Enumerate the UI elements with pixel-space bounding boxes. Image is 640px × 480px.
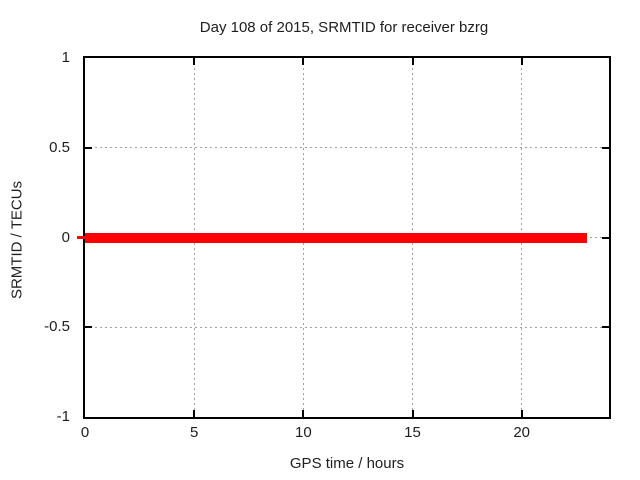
y-tick-mark-right xyxy=(602,326,609,329)
series-edge-dash xyxy=(77,236,85,239)
x-tick-mark-top xyxy=(411,58,414,65)
y-gridline xyxy=(85,147,609,149)
y-tick-mark-right xyxy=(602,146,609,149)
x-tick-label: 10 xyxy=(294,424,312,441)
x-tick-label: 15 xyxy=(404,424,421,441)
y-tick-mark-right xyxy=(602,236,609,239)
series-line-srmtid xyxy=(85,232,588,243)
y-tick-label: 0.5 xyxy=(49,138,70,156)
x-tick-label: 20 xyxy=(513,424,530,441)
x-axis-label: GPS time / hours xyxy=(289,455,405,472)
x-tick-label: 5 xyxy=(189,424,199,441)
y-tick-label: 0 xyxy=(61,228,70,246)
y-tick-mark-left xyxy=(85,326,92,329)
plot-area xyxy=(83,56,611,419)
y-tick-label: -1 xyxy=(56,408,70,425)
chart-title: Day 108 of 2015, SRMTID for receiver bzr… xyxy=(199,19,489,36)
x-tick-mark-top xyxy=(520,58,523,65)
x-tick-mark-top xyxy=(193,58,196,65)
y-tick-mark-left xyxy=(85,146,92,149)
y-gridline xyxy=(85,326,609,328)
y-tick-label: -0.5 xyxy=(44,318,70,336)
x-tick-label: 0 xyxy=(80,424,90,441)
x-tick-mark-top xyxy=(302,58,305,65)
y-tick-label: 1 xyxy=(61,49,70,66)
x-tick-mark-bottom xyxy=(520,410,523,417)
x-tick-mark-bottom xyxy=(411,410,414,417)
x-tick-mark-bottom xyxy=(302,410,305,417)
x-tick-mark-bottom xyxy=(193,410,196,417)
